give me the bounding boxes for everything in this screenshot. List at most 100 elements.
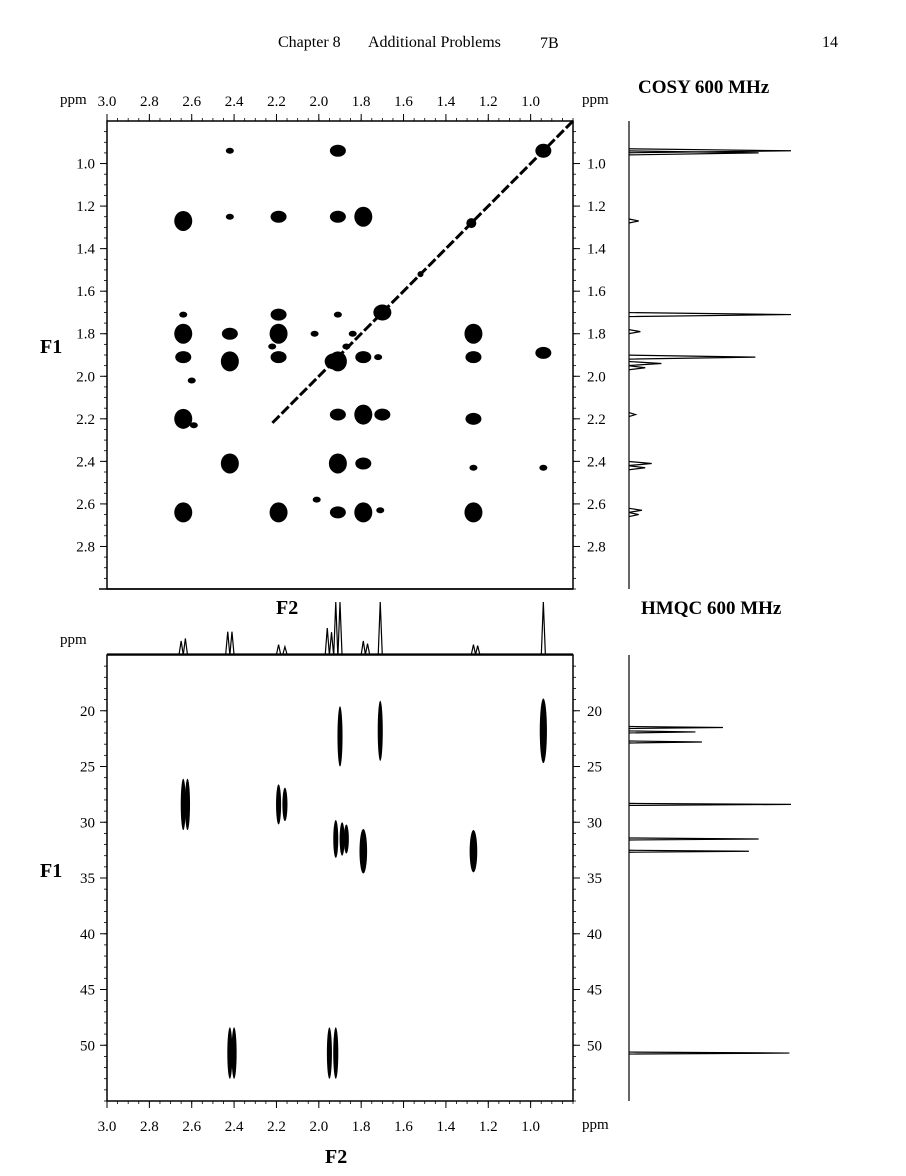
- cosy-cross-peak: [328, 453, 347, 474]
- cosy-f1-projection-peak: [628, 311, 792, 318]
- cosy-top-tick-label: 2.4: [225, 94, 244, 110]
- cosy-f1-projection-peak: [628, 411, 638, 418]
- cosy-cross-peak: [469, 464, 478, 471]
- hmqc-cross-peak: [231, 1027, 237, 1079]
- chapter-label: Chapter 8: [278, 34, 341, 51]
- cosy-cross-peak: [174, 323, 193, 344]
- cosy-cross-peak: [354, 404, 373, 425]
- cosy-ppm-label-right: ppm: [582, 92, 609, 108]
- cosy-f1-projection-peak: [628, 150, 759, 156]
- hmqc-bottom-tick-label: 1.4: [437, 1119, 456, 1135]
- cosy-cross-peak: [269, 323, 288, 344]
- hmqc-bottom-tick-label: 1.6: [394, 1119, 413, 1135]
- cosy-cross-peak: [189, 422, 198, 429]
- hmqc-f2-projection-peak: [324, 627, 330, 655]
- hmqc-ppm-label-left: ppm: [60, 632, 87, 648]
- cosy-f1-projection-peak: [628, 507, 643, 513]
- cosy-left-tick-label: 2.0: [76, 369, 95, 385]
- cosy-diagonal-peak: [373, 304, 392, 321]
- cosy-cross-peak: [333, 311, 342, 318]
- hmqc-f2-projection-peak: [182, 638, 188, 655]
- cosy-left-tick-label: 1.0: [76, 157, 95, 173]
- cosy-cross-peak: [179, 311, 188, 318]
- cosy-left-tick-label: 1.6: [76, 284, 95, 300]
- hmqc-right-tick-label: 20: [587, 704, 602, 720]
- hmqc-f1-projection-peak: [628, 849, 749, 853]
- cosy-left-tick-label: 1.8: [76, 327, 95, 343]
- cosy-top-tick-label: 1.8: [352, 94, 371, 110]
- hmqc-cross-peak: [343, 824, 349, 854]
- cosy-right-tick-label: 2.2: [587, 412, 606, 428]
- hmqc-f1-projection-peak: [628, 837, 759, 841]
- cosy-cross-peak: [535, 346, 552, 359]
- cosy-right-tick-label: 2.0: [587, 369, 606, 385]
- cosy-plot: 3.0 2.8 2.6 2.4 2.2 2.0 1.8 1.6 1.4 1.2 1.0 1.0 1.0 1…: [76, 94, 792, 590]
- cosy-cross-peak: [221, 327, 238, 340]
- cosy-cross-peak: [174, 408, 193, 429]
- hmqc-f2-projection-peak: [470, 644, 477, 655]
- hmqc-cross-peak: [184, 778, 191, 831]
- hmqc-right-tick-label: 30: [587, 815, 602, 831]
- hmqc-cross-peak: [469, 830, 478, 873]
- hmqc-f2-projection-peak: [360, 640, 366, 655]
- hmqc-bottom-tick-label: 1.2: [479, 1119, 498, 1135]
- hmqc-f2-projection-peak: [178, 640, 184, 655]
- cosy-cross-peak: [187, 377, 196, 384]
- hmqc-f1-projection-peak: [628, 725, 723, 730]
- cosy-top-tick-label: 2.0: [309, 94, 328, 110]
- cosy-cross-peak: [220, 453, 239, 474]
- hmqc-bottom-tick-label: 2.0: [309, 1119, 328, 1135]
- hmqc-left-tick-label: 20: [80, 704, 95, 720]
- cosy-left-tick-label: 2.6: [76, 497, 95, 513]
- hmqc-right-tick-label: 25: [587, 760, 602, 776]
- cosy-cross-peak: [464, 323, 483, 344]
- cosy-cross-peak: [374, 354, 383, 361]
- hmqc-f1-projection-peak: [628, 730, 696, 734]
- hmqc-f1-projection-peak: [628, 1051, 790, 1055]
- cosy-diagonal-peak: [466, 218, 477, 229]
- cosy-cross-peak: [174, 210, 193, 231]
- cosy-cross-peak: [465, 351, 482, 364]
- hmqc-cross-peak: [276, 784, 282, 825]
- cosy-right-tick-label: 1.2: [587, 199, 606, 215]
- cosy-cross-peak: [270, 351, 287, 364]
- hmqc-f1-projection-peak: [628, 740, 702, 744]
- hmqc-bottom-tick-label: 2.8: [140, 1119, 159, 1135]
- cosy-cross-peak: [329, 144, 346, 157]
- hmqc-left-tick-label: 30: [80, 815, 95, 831]
- hmqc-f2-projection-peak: [282, 644, 288, 655]
- hmqc-cross-peak: [337, 706, 343, 767]
- hmqc-f2-projection-peak: [328, 632, 335, 655]
- hmqc-f2-projection-peak: [364, 643, 371, 655]
- cosy-left-tick-label: 1.2: [76, 199, 95, 215]
- cosy-f1-projection-peak: [628, 218, 639, 224]
- cosy-top-tick-label: 2.6: [182, 94, 201, 110]
- hmqc-bottom-tick-label: 2.2: [267, 1119, 286, 1135]
- hmqc-cross-peak: [333, 1027, 339, 1079]
- hmqc-f2-projection-peak: [540, 601, 546, 655]
- cosy-f1-projection-peak: [628, 360, 662, 367]
- cosy-diagonal-peak: [417, 271, 424, 278]
- page-number: 14: [822, 34, 838, 51]
- section-label: Additional Problems: [368, 34, 501, 51]
- hmqc-f2-projection-peak: [225, 631, 231, 655]
- hmqc-right-tick-label: 50: [587, 1038, 602, 1054]
- cosy-right-tick-label: 1.8: [587, 327, 606, 343]
- cosy-left-tick-label: 2.4: [76, 454, 95, 470]
- hmqc-f2-label: F2: [325, 1146, 348, 1168]
- hmqc-bottom-tick-label: 1.0: [521, 1119, 540, 1135]
- cosy-cross-peak: [174, 502, 193, 523]
- cosy-diagonal-peak: [535, 143, 552, 158]
- cosy-f2-label: F2: [276, 597, 299, 619]
- hmqc-f2-projection-peak: [337, 601, 343, 655]
- cosy-cross-peak: [268, 343, 277, 350]
- hmqc-cross-peak: [359, 828, 368, 874]
- hmqc-cross-peak: [180, 778, 186, 831]
- cosy-cross-peak: [225, 213, 234, 220]
- cosy-right-tick-label: 1.0: [587, 157, 606, 173]
- cosy-top-tick-label: 1.0: [521, 94, 540, 110]
- cosy-cross-peak: [374, 408, 391, 421]
- hmqc-cross-peak: [227, 1027, 233, 1079]
- cosy-right-tick-label: 2.6: [587, 497, 606, 513]
